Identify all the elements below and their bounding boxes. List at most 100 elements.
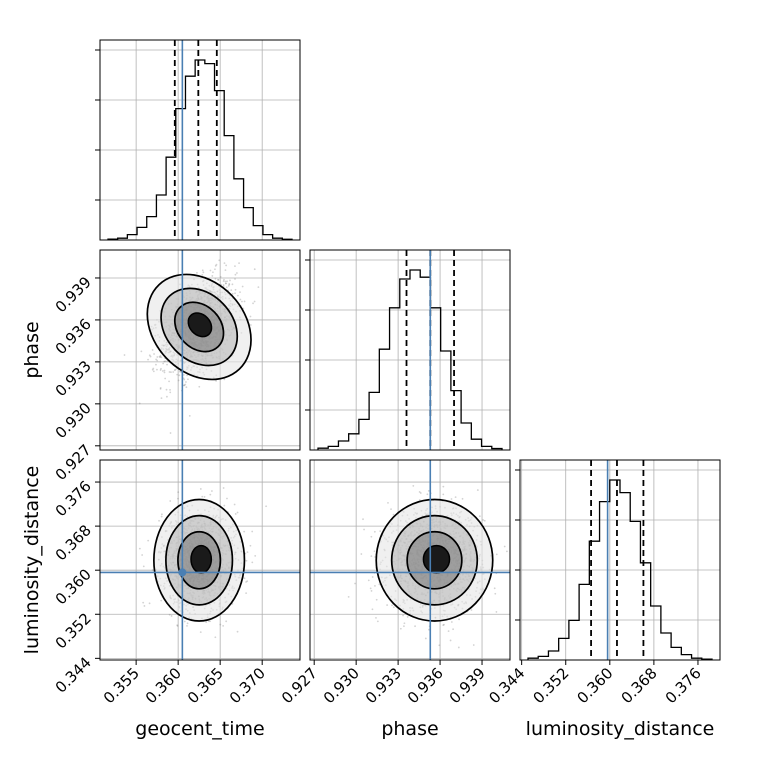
sample-point [147, 358, 149, 361]
sample-point [373, 550, 376, 553]
sample-point [476, 489, 479, 491]
panel-frame [309, 459, 511, 661]
sample-point [223, 262, 226, 264]
sample-point [234, 288, 237, 291]
sample-point [153, 353, 155, 355]
sample-point [347, 595, 350, 598]
sample-point [234, 265, 236, 267]
sample-point [215, 379, 218, 382]
sample-point [265, 505, 268, 508]
sample-point [470, 609, 473, 611]
joint-luminosity_distance_vs_geocent_time [138, 487, 268, 639]
x-tick-label-geocent_time: 0.355 [100, 664, 143, 707]
sample-point [236, 294, 239, 297]
sample-point [160, 356, 163, 359]
sample-point [209, 620, 212, 623]
panel-frame [519, 459, 721, 661]
sample-point [214, 277, 217, 280]
histogram-luminosity_distance [527, 479, 713, 660]
sample-point [217, 278, 219, 281]
sample-point [158, 355, 161, 358]
sample-point [209, 493, 212, 496]
sample-point [249, 324, 252, 326]
sample-point [249, 315, 252, 318]
sample-point [224, 282, 227, 285]
sample-point [219, 623, 222, 626]
panel-frame [309, 249, 511, 451]
sample-point [239, 291, 241, 294]
sample-point [370, 555, 373, 558]
sample-point [166, 395, 168, 398]
sample-point [147, 539, 150, 542]
sample-point [160, 515, 163, 518]
sample-point [236, 272, 238, 274]
y-tick-label-phase: 0.930 [52, 399, 95, 442]
sample-point [169, 500, 172, 502]
sample-point [159, 356, 162, 358]
sample-point [156, 356, 159, 358]
sample-point [164, 377, 167, 380]
sample-point [354, 582, 356, 585]
sample-point [371, 608, 374, 611]
sample-point [187, 378, 189, 381]
sample-point [214, 268, 216, 271]
sample-point [176, 624, 179, 627]
sample-point [160, 513, 163, 516]
sample-point [174, 368, 177, 371]
sample-point [241, 285, 244, 288]
y-tick-label-luminosity_distance: 0.352 [52, 609, 95, 652]
sample-point [482, 519, 484, 521]
sample-point [183, 384, 186, 387]
sample-point [173, 369, 176, 372]
sample-point [386, 604, 389, 606]
sample-point [253, 268, 256, 271]
sample-point [161, 370, 164, 372]
sample-point [225, 264, 228, 267]
sample-point [370, 590, 373, 592]
sample-point [222, 624, 225, 627]
sample-point [392, 606, 395, 609]
sample-point [399, 627, 402, 630]
sample-point [427, 489, 430, 492]
sample-point [156, 359, 159, 362]
sample-point [243, 577, 246, 580]
sample-point [450, 498, 453, 500]
sample-point [241, 300, 243, 303]
sample-point [379, 530, 382, 533]
sample-point [231, 283, 234, 286]
sample-point [148, 602, 151, 605]
sample-point [159, 387, 162, 390]
sample-point [371, 576, 374, 578]
x-tick-label-luminosity_distance: 0.344 [485, 664, 528, 707]
sample-point [151, 569, 154, 571]
sample-point [176, 625, 179, 627]
sample-point [166, 363, 168, 366]
sample-point [196, 271, 198, 274]
data-layer [95, 39, 721, 665]
sample-point [205, 621, 208, 624]
sample-point [419, 492, 422, 494]
sample-point [188, 414, 191, 417]
sample-point [363, 528, 365, 531]
sample-point [160, 599, 163, 602]
sample-point [493, 587, 496, 590]
sample-point [162, 362, 165, 365]
sample-point [179, 370, 181, 373]
sample-point [412, 485, 415, 487]
sample-point [168, 613, 171, 616]
sample-point [234, 292, 236, 295]
sample-point [406, 616, 409, 618]
sample-point [165, 388, 168, 391]
sample-point [483, 519, 486, 522]
x-tick-label-phase: 0.939 [446, 664, 489, 707]
sample-point [495, 611, 498, 613]
sample-point [186, 374, 188, 377]
sample-point [176, 373, 179, 376]
y-tick-label-luminosity_distance: 0.360 [52, 565, 95, 608]
sample-point [226, 280, 228, 283]
histogram-phase [317, 269, 503, 450]
sample-point [160, 367, 162, 370]
sample-point [159, 354, 162, 357]
sample-point [199, 631, 202, 634]
sample-point [169, 391, 172, 394]
